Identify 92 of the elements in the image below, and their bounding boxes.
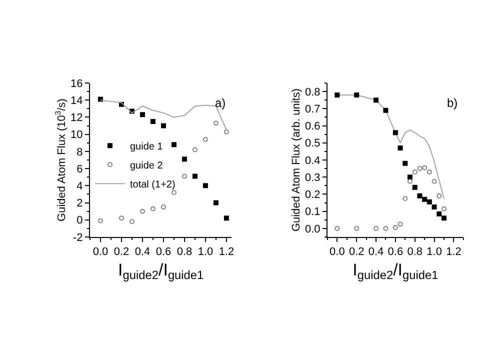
point [98, 218, 103, 224]
x-tick-label: 1.0 [426, 246, 442, 258]
legend-label: guide 2 [130, 160, 164, 172]
point [202, 183, 208, 188]
y-tick-label: 0.5 [304, 138, 320, 150]
y-tick-label: 12 [70, 112, 83, 124]
point [213, 120, 218, 126]
x-axis-title: I$_{guide2}$/I$_{guide1}$ [352, 260, 439, 282]
point [374, 98, 379, 103]
legend-label: guide 1 [130, 142, 164, 153]
y-tick-label: 8 [76, 146, 83, 158]
point [408, 178, 413, 184]
point [118, 216, 124, 221]
point [150, 206, 156, 212]
point [412, 169, 418, 174]
y-axis-title: Guided Atom Flux (arb. units) [290, 88, 303, 232]
y-tick-label: 0.1 [304, 206, 320, 218]
point [171, 190, 176, 196]
point [402, 160, 408, 166]
point [129, 219, 134, 224]
point [402, 196, 408, 201]
x-tick-label: 0.4 [134, 246, 150, 258]
y-tick-label: 10 [70, 129, 83, 142]
point [417, 193, 422, 198]
point [426, 169, 432, 174]
point [383, 226, 388, 231]
point [432, 178, 437, 184]
point [334, 226, 340, 231]
point [354, 226, 360, 231]
point [422, 196, 428, 202]
point [182, 174, 187, 179]
point [192, 174, 198, 179]
y-tick-label: 6 [76, 163, 83, 176]
point [374, 226, 379, 231]
point [426, 199, 432, 204]
y-tick-label: 14 [70, 94, 83, 107]
y-tick-label: 0.7 [304, 104, 320, 116]
y-tick-label: 2 [76, 198, 83, 210]
point [392, 225, 398, 230]
point [182, 156, 187, 162]
y-tick-label: -2 [73, 232, 83, 244]
point [334, 92, 340, 98]
y-tick-label: 0.2 [304, 189, 320, 202]
y-tick-label: 4 [76, 180, 83, 193]
y-tick-label: 0.6 [304, 120, 320, 133]
point [160, 123, 166, 128]
point [442, 216, 446, 221]
point [398, 222, 403, 227]
point [224, 129, 229, 134]
x-tick-label: 0.2 [114, 246, 130, 258]
y-tick-label: 0.8 [304, 86, 320, 98]
point [354, 92, 360, 98]
point [202, 136, 208, 142]
y-tick-label: 0.3 [304, 172, 320, 184]
point [436, 193, 442, 198]
point [192, 147, 198, 152]
x-tick-label: 0.8 [407, 246, 423, 258]
x-tick-label: 0.6 [156, 246, 172, 258]
x-tick-label: 0.0 [330, 246, 345, 258]
x-tick-label: 0.0 [92, 246, 108, 258]
point [398, 146, 403, 151]
x-tick-label: 1.0 [198, 246, 214, 258]
point [150, 119, 156, 124]
point [408, 174, 413, 180]
point [442, 206, 446, 212]
point [140, 112, 145, 118]
point [383, 108, 388, 113]
point [417, 166, 422, 172]
point [412, 184, 418, 190]
x-axis-title: I$_{guide2}$/I$_{guide1}$ [118, 260, 204, 282]
x-tick-label: 0.2 [348, 246, 364, 258]
point [224, 216, 229, 221]
point [213, 200, 218, 206]
y-tick-label: 16 [70, 78, 83, 90]
y-tick-label: 0 [76, 214, 83, 227]
legend-label: total (1+2) [130, 180, 176, 191]
point [392, 130, 398, 136]
point [140, 208, 145, 214]
point [432, 204, 437, 210]
x-tick-label: 1.2 [218, 246, 234, 258]
point [436, 211, 442, 216]
point [422, 165, 428, 170]
y-tick-label: 0.4 [304, 154, 320, 167]
x-tick-label: 0.6 [388, 246, 404, 258]
annotation: a) [215, 96, 226, 110]
point [160, 204, 166, 210]
x-tick-label: 0.8 [176, 246, 192, 258]
x-tick-label: 0.4 [368, 246, 384, 258]
point [171, 142, 176, 148]
annotation: b) [447, 96, 458, 110]
x-tick-label: 1.2 [446, 246, 462, 258]
y-tick-label: 0.0 [304, 223, 320, 236]
